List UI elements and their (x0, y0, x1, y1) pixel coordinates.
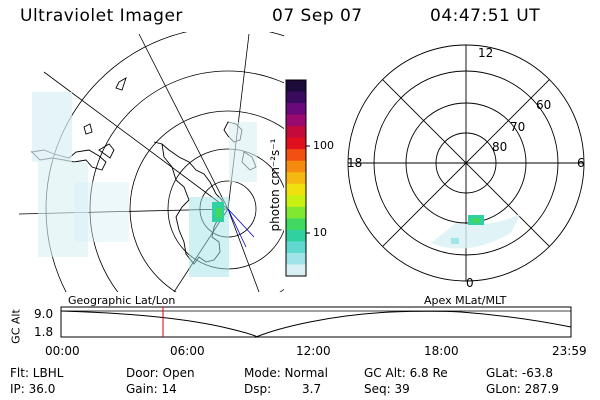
timeline-ylabel: GC Alt (9, 309, 23, 344)
instrument-title: Ultraviolet Imager (20, 6, 183, 26)
lat-label-70: 70 (510, 120, 526, 134)
time-tick-2: 12:00 (296, 344, 331, 358)
colorbar-segment (286, 91, 306, 104)
info-ip: IP: 36.0 (10, 382, 56, 396)
info-gc-alt: GC Alt: 6.8 Re (364, 366, 448, 380)
colorbar-segment (286, 206, 306, 219)
lat-label-80: 80 (492, 140, 508, 154)
date-label: 07 Sep 07 (272, 6, 363, 26)
geographic-map (18, 32, 284, 292)
info-flt: Flt: LBHL (10, 366, 64, 380)
colorbar-segment (286, 218, 306, 231)
nadir-marker (227, 208, 255, 248)
colorbar-segment (286, 183, 306, 196)
info-seq: Seq: 39 (364, 382, 410, 396)
meridian-line (43, 71, 229, 210)
colorbar-segment (286, 149, 306, 162)
info-dsp-label: Dsp: (244, 382, 272, 396)
time-tick-1: 06:00 (170, 344, 205, 358)
colorbar (285, 79, 310, 277)
lat-circle (129, 110, 284, 292)
colorbar-segment (286, 137, 306, 150)
colorbar-tick-10: 10 (313, 226, 327, 239)
info-glon: GLon: 287.9 (486, 382, 559, 396)
altitude-timeline (60, 306, 572, 338)
timeline-right-title: Apex MLat/MLT (424, 294, 507, 307)
colorbar-segment (286, 252, 306, 266)
info-mode: Mode: Normal (244, 366, 328, 380)
info-dsp-value: 3.7 (302, 382, 322, 396)
info-gain: Gain: 14 (126, 382, 177, 396)
colorbar-segment (286, 229, 306, 243)
lat-label-60: 60 (536, 98, 552, 112)
colorbar-segment (286, 103, 306, 116)
time-label: 04:47:51 UT (430, 6, 541, 26)
colorbar-segment (286, 126, 306, 139)
mlt-label-12: 12 (478, 46, 494, 60)
aurora-polar (431, 213, 521, 249)
colorbar-segment (286, 80, 306, 93)
colorbar-segment (286, 160, 306, 173)
time-tick-4: 23:59 (552, 344, 587, 358)
polar-plot (347, 44, 585, 282)
time-tick-3: 18:00 (424, 344, 459, 358)
timeline-ymax: 9.0 (34, 307, 54, 321)
info-glat: GLat: -63.8 (486, 366, 553, 380)
aurora-geo (32, 92, 257, 277)
colorbar-label: photon cm⁻²s⁻¹ (268, 138, 282, 232)
mlt-line (382, 79, 550, 247)
meridian-line (138, 33, 229, 210)
time-tick-0: 00:00 (45, 344, 80, 358)
colorbar-segment (286, 172, 306, 185)
colorbar-tick-100: 100 (313, 139, 334, 152)
mlt-label-6: 6 (577, 156, 585, 170)
colorbar-segment (286, 114, 306, 127)
mlt-label-18: 18 (347, 156, 363, 170)
mlt-label-0: 0 (466, 276, 474, 290)
altitude-curve (60, 310, 572, 338)
timeline-left-title: Geographic Lat/Lon (68, 294, 176, 307)
colorbar-segment (286, 241, 306, 254)
timeline-ymin: 1.8 (34, 325, 54, 339)
lat-circle (89, 70, 284, 292)
colorbar-segment (286, 195, 306, 208)
info-door: Door: Open (126, 366, 195, 380)
meridian-line (227, 208, 260, 292)
colorbar-segment (286, 264, 306, 277)
